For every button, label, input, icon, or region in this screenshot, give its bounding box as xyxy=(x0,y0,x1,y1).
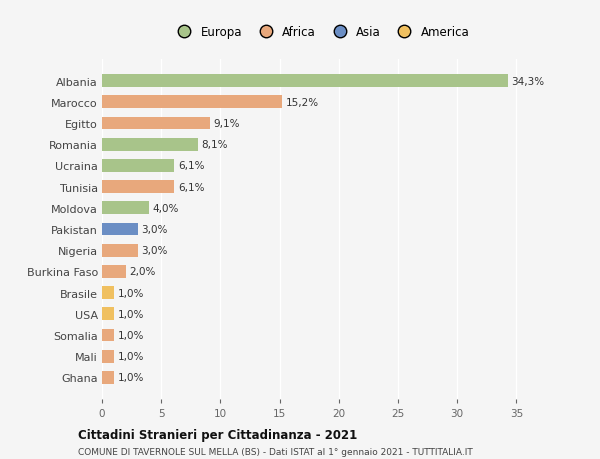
Text: COMUNE DI TAVERNOLE SUL MELLA (BS) - Dati ISTAT al 1° gennaio 2021 - TUTTITALIA.: COMUNE DI TAVERNOLE SUL MELLA (BS) - Dat… xyxy=(78,448,473,456)
Bar xyxy=(102,223,137,236)
Bar xyxy=(102,371,114,384)
Bar xyxy=(102,265,125,278)
Text: 9,1%: 9,1% xyxy=(213,119,240,129)
Bar xyxy=(102,308,114,320)
Text: 1,0%: 1,0% xyxy=(118,288,144,298)
Text: 1,0%: 1,0% xyxy=(118,309,144,319)
Bar xyxy=(102,202,149,215)
Bar xyxy=(102,139,198,151)
Text: 1,0%: 1,0% xyxy=(118,330,144,340)
Bar xyxy=(102,118,210,130)
Bar xyxy=(102,75,508,88)
Bar xyxy=(102,160,174,173)
Bar xyxy=(102,181,174,194)
Text: 2,0%: 2,0% xyxy=(129,267,155,277)
Legend: Europa, Africa, Asia, America: Europa, Africa, Asia, America xyxy=(167,22,475,44)
Text: 1,0%: 1,0% xyxy=(118,352,144,361)
Bar xyxy=(102,286,114,299)
Text: 8,1%: 8,1% xyxy=(202,140,228,150)
Bar xyxy=(102,96,282,109)
Text: 3,0%: 3,0% xyxy=(141,224,167,235)
Bar xyxy=(102,244,137,257)
Bar xyxy=(102,329,114,341)
Text: 4,0%: 4,0% xyxy=(153,203,179,213)
Text: 34,3%: 34,3% xyxy=(512,77,545,86)
Text: 3,0%: 3,0% xyxy=(141,246,167,256)
Text: Cittadini Stranieri per Cittadinanza - 2021: Cittadini Stranieri per Cittadinanza - 2… xyxy=(78,428,357,442)
Text: 6,1%: 6,1% xyxy=(178,161,204,171)
Text: 6,1%: 6,1% xyxy=(178,182,204,192)
Text: 1,0%: 1,0% xyxy=(118,373,144,382)
Bar xyxy=(102,350,114,363)
Text: 15,2%: 15,2% xyxy=(286,98,319,107)
